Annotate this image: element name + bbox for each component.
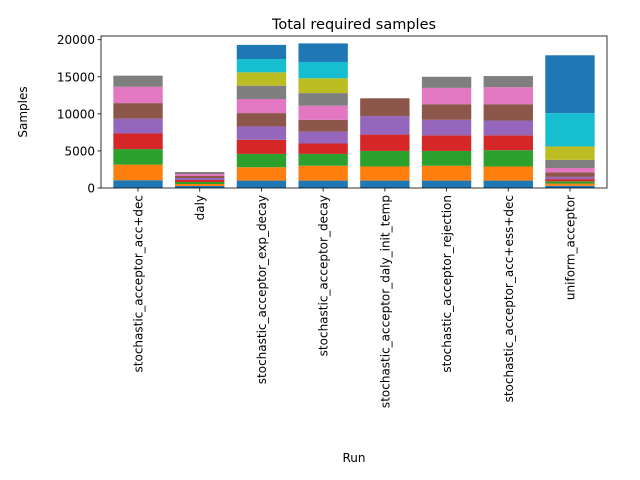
- y-tick-label: 0: [87, 182, 95, 196]
- y-axis: 0 5000 10000 15000 20000: [57, 33, 101, 196]
- x-tick-label: stochastic_acceptor_rejection: [440, 195, 454, 373]
- bar-segment-7-7: [545, 159, 595, 168]
- bar-segment-7-8: [545, 146, 595, 160]
- x-axis-label: Run: [342, 451, 365, 465]
- x-axis: stochastic_acceptor_acc+dec daly stochasti…: [132, 188, 577, 408]
- bar-segment-2-1: [236, 167, 287, 181]
- bar-segment-7-3: [545, 179, 595, 182]
- bar-segment-2-7: [236, 85, 287, 100]
- bar-segment-5-2: [421, 150, 472, 166]
- bar-segment-6-4: [483, 120, 533, 136]
- bar-segment-3-1: [298, 165, 348, 181]
- bar-segment-0-5: [113, 103, 163, 119]
- x-tick-label: daly: [193, 195, 207, 220]
- bar-segment-1-4: [175, 177, 225, 180]
- bar-segment-3-4: [298, 131, 348, 144]
- bar-segment-2-9: [236, 58, 287, 73]
- bar-segment-5-3: [421, 135, 472, 151]
- bar-segment-5-5: [421, 104, 472, 120]
- bar-segment-5-7: [421, 76, 472, 88]
- bar-segment-4-2: [360, 150, 410, 167]
- bars-group: [113, 43, 595, 188]
- bar-segment-6-0: [483, 180, 533, 188]
- bar-segment-1-6: [175, 173, 225, 176]
- x-tick-label: stochastic_acceptor_acc+dec: [132, 195, 146, 372]
- bar-segment-0-4: [113, 118, 163, 134]
- y-tick-label: 10000: [57, 107, 95, 121]
- bar-segment-3-9: [298, 61, 348, 79]
- bar-segment-7-1: [545, 183, 595, 186]
- bar-segment-3-6: [298, 105, 348, 120]
- bar-segment-6-7: [483, 76, 533, 88]
- x-tick-label: stochastic_acceptor_acc+ess+dec: [502, 195, 516, 402]
- bar-segment-4-1: [360, 166, 410, 181]
- bar-segment-0-3: [113, 133, 163, 150]
- bar-segment-2-3: [236, 139, 287, 154]
- bar-segment-3-2: [298, 153, 348, 166]
- y-axis-label: Samples: [16, 86, 30, 137]
- bar-segment-6-5: [483, 104, 533, 121]
- bar-segment-2-6: [236, 99, 287, 114]
- bar-segment-7-10: [545, 55, 595, 114]
- bar-segment-6-1: [483, 166, 533, 181]
- bar-segment-4-5: [360, 98, 410, 117]
- x-tick-label: stochastic_acceptor_exp_decay: [255, 195, 269, 384]
- bar-segment-2-2: [236, 153, 287, 168]
- bar-segment-3-7: [298, 93, 348, 106]
- y-tick-label: 5000: [64, 144, 95, 158]
- bar-segment-3-10: [298, 43, 348, 62]
- bar-segment-7-2: [545, 181, 595, 184]
- bar-segment-3-0: [298, 180, 348, 188]
- bar-segment-0-1: [113, 164, 163, 181]
- bar-segment-4-3: [360, 134, 410, 151]
- bar-segment-5-0: [421, 180, 472, 188]
- bar-segment-0-2: [113, 149, 163, 165]
- bar-segment-5-4: [421, 119, 472, 136]
- bar-segment-6-3: [483, 135, 533, 151]
- bar-segment-6-2: [483, 150, 533, 167]
- bar-segment-7-5: [545, 172, 595, 177]
- bar-segment-3-8: [298, 78, 348, 94]
- bar-segment-4-4: [360, 116, 410, 135]
- bar-segment-1-1: [175, 184, 225, 186]
- chart-title: Total required samples: [271, 17, 436, 33]
- x-tick-label: uniform_acceptor: [563, 195, 577, 300]
- bar-segment-0-7: [113, 75, 163, 87]
- bar-segment-7-9: [545, 113, 595, 147]
- bar-segment-0-6: [113, 86, 163, 104]
- bar-segment-2-10: [236, 44, 287, 59]
- bar-segment-3-5: [298, 119, 348, 132]
- bar-segment-1-2: [175, 181, 225, 184]
- bar-segment-7-6: [545, 167, 595, 173]
- bar-segment-7-0: [545, 185, 595, 188]
- bar-segment-0-0: [113, 180, 163, 188]
- x-tick-label: stochastic_acceptor_decay: [317, 195, 331, 356]
- plot-frame: [100, 35, 608, 189]
- bar-segment-3-3: [298, 143, 348, 154]
- bar-segment-2-8: [236, 72, 287, 86]
- bar-segment-2-4: [236, 126, 287, 140]
- y-tick-label: 20000: [57, 33, 95, 47]
- bar-segment-2-0: [236, 180, 287, 188]
- bar-segment-1-7: [175, 171, 225, 174]
- bar-segment-6-6: [483, 87, 533, 105]
- bar-segment-7-4: [545, 176, 595, 180]
- bar-segment-1-0: [175, 186, 225, 188]
- bar-segment-5-6: [421, 87, 472, 105]
- y-tick-label: 15000: [57, 70, 95, 84]
- bar-segment-2-5: [236, 113, 287, 127]
- bar-segment-1-3: [175, 179, 225, 182]
- bar-segment-1-5: [175, 175, 225, 178]
- bar-segment-4-0: [360, 180, 410, 188]
- x-tick-label: stochastic_acceptor_daly_init_temp: [378, 195, 392, 408]
- bar-segment-5-1: [421, 165, 472, 181]
